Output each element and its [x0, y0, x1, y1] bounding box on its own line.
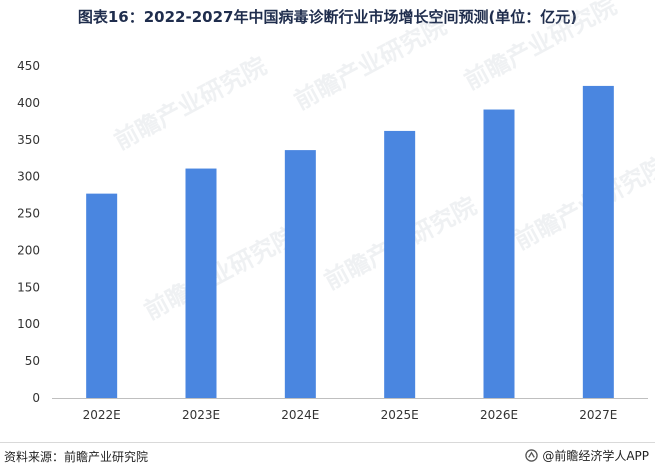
- y-tick-label: 100: [17, 317, 40, 331]
- watermark-text: 前瞻产业研究院: [290, 12, 451, 116]
- y-tick-label: 300: [17, 170, 40, 184]
- watermark-text: 前瞻产业研究院: [510, 152, 655, 256]
- watermark-text: 前瞻产业研究院: [110, 52, 271, 156]
- y-axis-ticks: 0 50 100 150 200 250 300 350 400 450: [17, 59, 40, 405]
- bar-2023E: [185, 168, 217, 398]
- y-tick-label: 450: [17, 59, 40, 73]
- chart-title: 图表16：2022-2027年中国病毒诊断行业市场增长空间预测(单位：亿元): [77, 8, 578, 26]
- bar-2022E: [86, 193, 118, 398]
- bars-group: [86, 85, 614, 399]
- x-axis-ticks: 2022E 2023E 2024E 2025E 2026E 2027E: [83, 408, 618, 422]
- y-tick-label: 250: [17, 207, 40, 221]
- x-tick-label: 2027E: [579, 408, 617, 422]
- bar-2027E: [582, 85, 614, 399]
- bar-2024E: [284, 150, 316, 398]
- footer-divider: [0, 442, 655, 443]
- y-tick-label: 350: [17, 133, 40, 147]
- bar-2026E: [483, 109, 515, 398]
- brand-label: @前瞻经济学人APP: [542, 449, 649, 463]
- watermark-text: 前瞻产业研究院: [140, 222, 301, 326]
- y-tick-label: 0: [32, 391, 40, 405]
- x-tick-label: 2022E: [83, 408, 121, 422]
- brand-credit: @前瞻经济学人APP: [525, 447, 649, 464]
- y-tick-label: 150: [17, 280, 40, 294]
- x-tick-label: 2024E: [281, 408, 319, 422]
- y-tick-label: 200: [17, 243, 40, 257]
- x-tick-label: 2026E: [480, 408, 518, 422]
- y-tick-label: 400: [17, 96, 40, 110]
- y-tick-label: 50: [25, 354, 40, 368]
- source-note: 资料来源：前瞻产业研究院: [4, 450, 149, 464]
- x-tick-label: 2023E: [182, 408, 220, 422]
- bar-2025E: [384, 130, 416, 398]
- brand-logo-icon: [525, 449, 539, 462]
- watermark-text: 前瞻产业研究院: [460, 0, 621, 95]
- x-tick-label: 2025E: [381, 408, 419, 422]
